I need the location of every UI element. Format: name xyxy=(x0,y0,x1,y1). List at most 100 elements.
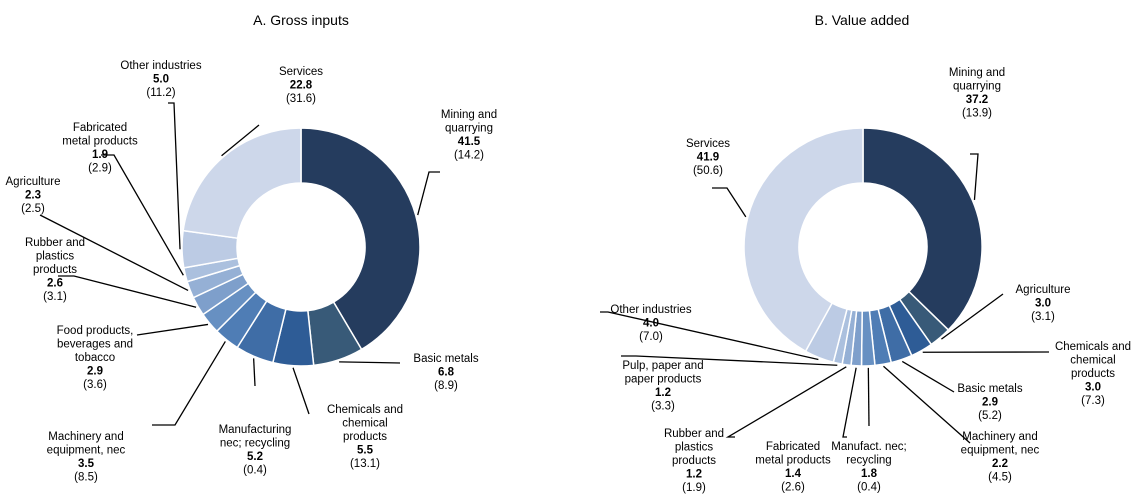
leader-b-agriculture xyxy=(941,293,1004,340)
slice-label-paren: (31.6) xyxy=(286,93,316,105)
slice-label-paren: (14.2) xyxy=(454,150,484,162)
slice-label-name: plastics xyxy=(675,442,714,454)
leader-b-other-industries xyxy=(600,311,819,361)
slice-label-value: 41.5 xyxy=(458,136,481,148)
panel-b-title: B. Value added xyxy=(815,12,910,28)
slice-label-name: Machinery and xyxy=(48,431,123,443)
slice-label-value: 41.9 xyxy=(697,152,719,164)
slice-label-value: 6.8 xyxy=(438,367,455,379)
slice-label-name: Pulp, paper and xyxy=(622,360,703,372)
slice-label-name: Mining and xyxy=(441,109,497,121)
slice-label-value: 5.2 xyxy=(247,451,263,463)
slice-label-name: equipment, nec xyxy=(47,445,126,457)
leader-b-services xyxy=(712,187,747,218)
slice-label-name: metal products xyxy=(755,455,831,467)
slice-label-paren: (3.1) xyxy=(43,291,67,303)
slice-label-paren: (0.4) xyxy=(857,482,881,494)
leader-a-services xyxy=(221,124,260,157)
slice-label-value: 1.2 xyxy=(686,469,702,481)
slice-label-value: 3.0 xyxy=(1085,382,1101,394)
leader-a-agriculture xyxy=(39,214,189,292)
leader-b-manufact-nec-recycling xyxy=(867,367,870,427)
slice-label-paren: (8.5) xyxy=(74,472,98,484)
label-b-services: Services 41.9(50.6) xyxy=(686,138,730,177)
slice-label-paren: (2.5) xyxy=(21,203,45,215)
slice-label-name: Basic metals xyxy=(957,383,1022,395)
leader-a-chemicals-and-chemical-products xyxy=(292,367,310,415)
slice-label-paren: (4.5) xyxy=(988,472,1012,484)
slice-label-value: 37.2 xyxy=(966,94,988,106)
slice-label-value: 2.3 xyxy=(25,190,41,202)
slice-label-name: paper products xyxy=(625,374,702,386)
slice-label-name: Services xyxy=(686,138,730,150)
slice-b-services xyxy=(743,127,864,353)
slice-a-mining-and-quarrying xyxy=(300,127,421,351)
leader-a-other-industries xyxy=(168,102,181,250)
slice-label-name: Food products, xyxy=(57,325,134,337)
slice-label-value: 2.9 xyxy=(982,397,998,409)
slice-label-paren: (5.2) xyxy=(978,410,1002,422)
leader-a-food-products-beverages-and-tobacco xyxy=(136,323,209,336)
slice-label-value: 1.9 xyxy=(92,149,108,161)
slice-label-name: Fabricated xyxy=(73,122,127,134)
slice-label-name: nec; recycling xyxy=(220,438,290,450)
label-b-basic-metals: Basic metals 2.9(5.2) xyxy=(957,383,1022,422)
slice-label-paren: (2.9) xyxy=(88,163,112,175)
slice-label-value: 1.8 xyxy=(861,468,878,480)
slice-label-paren: (8.9) xyxy=(434,380,458,392)
label-a-basic-metals: Basic metals 6.8(8.9) xyxy=(413,353,478,392)
leader-b-machinery-and-equipment-nec xyxy=(883,365,971,444)
leader-b-basic-metals xyxy=(901,360,955,393)
slice-label-name: Rubber and xyxy=(25,237,85,249)
slice-label-name: recycling xyxy=(846,455,891,467)
leader-a-rubber-and-plastics-products xyxy=(58,275,197,308)
leader-a-machinery-and-equipment-nec xyxy=(152,341,226,426)
panel-a-title: A. Gross inputs xyxy=(253,12,349,28)
leader-b-rubber-and-plastics-products xyxy=(725,366,847,438)
slice-label-paren: (50.6) xyxy=(693,165,723,177)
slice-label-name: Agriculture xyxy=(1016,284,1071,296)
leader-a-basic-metals xyxy=(339,361,401,364)
slice-label-name: chemical xyxy=(342,418,387,430)
slice-label-value: 3.0 xyxy=(1035,298,1051,310)
slice-label-paren: (3.1) xyxy=(1031,311,1055,323)
slice-label-paren: (13.1) xyxy=(350,458,380,470)
slice-label-name: Chemicals and xyxy=(1055,341,1131,353)
slice-label-paren: (7.0) xyxy=(639,331,663,343)
slice-a-services xyxy=(182,127,302,240)
slice-label-name: Manufact. nec; xyxy=(831,441,906,453)
slice-label-name: Chemicals and xyxy=(327,404,403,416)
slice-label-name: quarrying xyxy=(953,81,1001,93)
slice-label-name: chemical xyxy=(1070,355,1115,367)
slice-label-name: products xyxy=(672,455,716,467)
slice-label-name: Manufacturing xyxy=(219,424,292,436)
leader-b-pulp-paper-and-paper-products xyxy=(621,355,838,366)
leader-a-manufacturing-nec-recycling xyxy=(252,358,256,387)
slice-label-name: Other industries xyxy=(120,60,201,72)
slice-label-paren: (2.6) xyxy=(781,482,805,494)
leader-b-fabricated-metal-products xyxy=(842,367,857,438)
slice-label-value: 1.2 xyxy=(655,387,671,399)
slice-label-paren: (11.2) xyxy=(146,87,175,99)
slice-label-name: products xyxy=(343,431,387,443)
slice-label-name: Fabricated xyxy=(766,441,820,453)
slice-label-paren: (0.4) xyxy=(243,465,267,477)
slice-label-value: 3.5 xyxy=(78,458,95,470)
label-b-agriculture: Agriculture 3.0(3.1) xyxy=(1016,284,1071,323)
slice-label-value: 5.5 xyxy=(357,445,374,457)
